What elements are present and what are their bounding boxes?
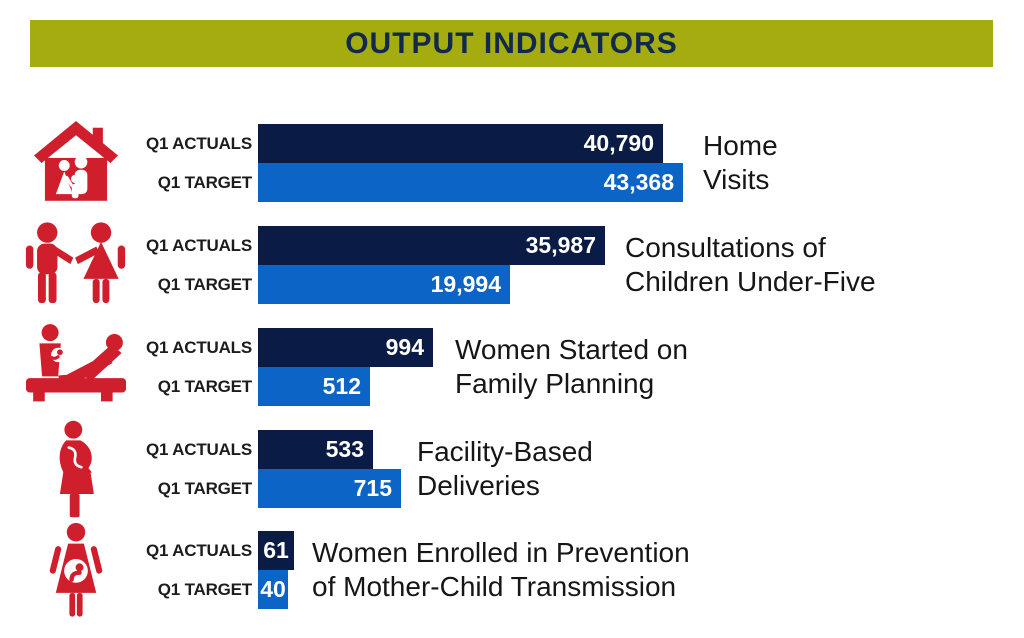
mother-fetus-icon	[25, 522, 127, 618]
indicator-row-child-consultations: Q1 ACTUALS Q1 TARGET 35,987 19,994 Consu…	[0, 222, 1024, 304]
indicator-label-line2: of Mother-Child Transmission	[312, 571, 677, 602]
indicator-label-line2: Children Under-Five	[625, 266, 876, 297]
target-bar: 512	[258, 367, 370, 406]
indicator-label-line2: Family Planning	[455, 368, 655, 399]
indicator-row-home-visits: Q1 ACTUALS Q1 TARGET 40,790 43,368 Home …	[0, 121, 1024, 202]
bar-group: 533 715	[258, 430, 401, 508]
indicator-row-facility-deliveries: Q1 ACTUALS Q1 TARGET 533 715 Facility-Ba…	[0, 420, 1024, 518]
actuals-bar: 40,790	[258, 124, 663, 163]
children-icon	[25, 222, 127, 308]
series-labels: Q1 ACTUALS Q1 TARGET	[128, 124, 252, 202]
q1-actuals-label: Q1 ACTUALS	[146, 236, 252, 255]
indicator-label: Women Started on Family Planning	[455, 333, 688, 401]
actuals-bar: 35,987	[258, 226, 605, 265]
target-value: 43,368	[603, 169, 674, 195]
home-family-icon	[25, 117, 127, 209]
header-banner: OUTPUT INDICATORS	[30, 20, 993, 67]
actuals-value: 61	[263, 537, 289, 563]
indicator-label: Women Enrolled in Prevention of Mother-C…	[312, 536, 690, 604]
delivery-bed-icon	[25, 324, 127, 410]
actuals-bar: 61	[258, 531, 294, 570]
page-title: OUTPUT INDICATORS	[345, 26, 678, 60]
target-bar: 40	[258, 570, 288, 609]
indicator-row-pmtct: Q1 ACTUALS Q1 TARGET 61 40 Women Enrolle…	[0, 522, 1024, 617]
target-value: 715	[353, 475, 392, 501]
target-bar: 715	[258, 469, 401, 508]
q1-target-label: Q1 TARGET	[157, 173, 252, 192]
target-bar: 19,994	[258, 265, 510, 304]
bar-group: 35,987 19,994	[258, 226, 605, 304]
series-labels: Q1 ACTUALS Q1 TARGET	[128, 226, 252, 304]
series-labels: Q1 ACTUALS Q1 TARGET	[128, 328, 252, 406]
indicator-label: Facility-Based Deliveries	[417, 435, 593, 503]
indicator-label: Home Visits	[703, 129, 778, 197]
indicator-row-family-planning: Q1 ACTUALS Q1 TARGET 994 512 Women Start…	[0, 324, 1024, 406]
series-labels: Q1 ACTUALS Q1 TARGET	[128, 531, 252, 609]
q1-target-label: Q1 TARGET	[157, 580, 252, 599]
actuals-bar: 994	[258, 328, 433, 367]
actuals-value: 40,790	[583, 130, 654, 156]
q1-actuals-label: Q1 ACTUALS	[146, 541, 252, 560]
target-value: 40	[260, 576, 286, 602]
indicator-label-line1: Women Enrolled in Prevention	[312, 537, 690, 568]
indicator-label-line1: Home	[703, 130, 778, 161]
q1-target-label: Q1 TARGET	[157, 479, 252, 498]
target-bar: 43,368	[258, 163, 683, 202]
indicator-label: Consultations of Children Under-Five	[625, 231, 876, 299]
series-labels: Q1 ACTUALS Q1 TARGET	[128, 430, 252, 508]
bar-group: 61 40	[258, 531, 294, 609]
indicator-label-line1: Facility-Based	[417, 436, 593, 467]
actuals-bar: 533	[258, 430, 373, 469]
q1-target-label: Q1 TARGET	[157, 377, 252, 396]
q1-target-label: Q1 TARGET	[157, 275, 252, 294]
indicator-label-line2: Visits	[703, 164, 770, 195]
target-value: 512	[322, 373, 361, 399]
actuals-value: 994	[385, 334, 424, 360]
q1-actuals-label: Q1 ACTUALS	[146, 134, 252, 153]
actuals-value: 533	[325, 436, 364, 462]
target-value: 19,994	[430, 271, 501, 297]
pregnant-woman-icon	[25, 420, 127, 518]
bar-group: 994 512	[258, 328, 433, 406]
actuals-value: 35,987	[525, 232, 596, 258]
bar-group: 40,790 43,368	[258, 124, 683, 202]
q1-actuals-label: Q1 ACTUALS	[146, 338, 252, 357]
indicator-label-line2: Deliveries	[417, 470, 540, 501]
q1-actuals-label: Q1 ACTUALS	[146, 440, 252, 459]
indicator-label-line1: Women Started on	[455, 334, 688, 365]
indicator-label-line1: Consultations of	[625, 232, 826, 263]
